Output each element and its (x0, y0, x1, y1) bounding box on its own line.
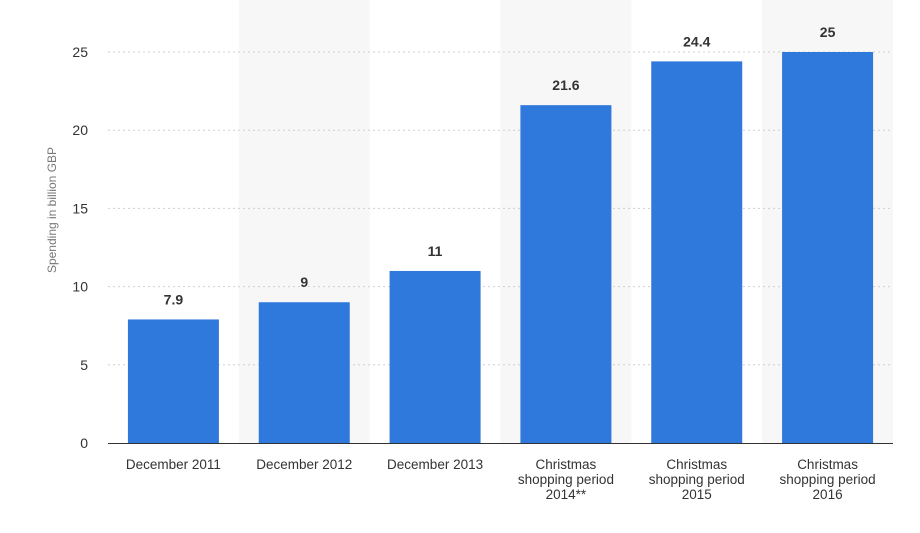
bar (127, 319, 219, 443)
gridlines (108, 51, 893, 444)
x-tick-label: December 2011 (126, 457, 221, 472)
x-tick-label: December 2013 (387, 457, 483, 472)
y-axis-title: Spending in billion GBP (45, 147, 59, 273)
bar-value-label: 21.6 (552, 77, 579, 93)
bar-value-label: 24.4 (683, 33, 710, 49)
bar-value-label: 7.9 (164, 291, 184, 307)
bar (782, 52, 874, 443)
y-tick-label: 20 (72, 122, 88, 138)
x-tick-label: Christmas shopping period 2016 (780, 457, 876, 502)
y-tick-label: 5 (80, 357, 88, 373)
y-tick-label: 10 (72, 279, 88, 295)
bar (520, 105, 612, 444)
y-tick-label: 15 (72, 200, 88, 216)
bar-value-label: 25 (820, 24, 836, 40)
bar (389, 270, 481, 443)
y-tick-label: 0 (80, 435, 88, 451)
bar (651, 61, 743, 443)
y-axis-ticks: 0 5 10 15 20 25 (72, 44, 88, 451)
bar (258, 302, 350, 443)
data-labels: 7.9 9 11 21.6 24.4 25 (164, 24, 836, 307)
x-tick-label: Christmas shopping period 2015 (649, 457, 745, 502)
x-axis-ticks: December 2011 December 2012 December 2013 C… (126, 457, 876, 502)
x-tick-label: Christmas shopping period 2014** (518, 457, 614, 502)
bar-value-label: 11 (428, 243, 443, 259)
bar-value-label: 9 (300, 274, 308, 290)
y-tick-label: 25 (72, 44, 88, 60)
x-tick-label: December 2012 (256, 457, 352, 472)
bars (127, 52, 874, 444)
